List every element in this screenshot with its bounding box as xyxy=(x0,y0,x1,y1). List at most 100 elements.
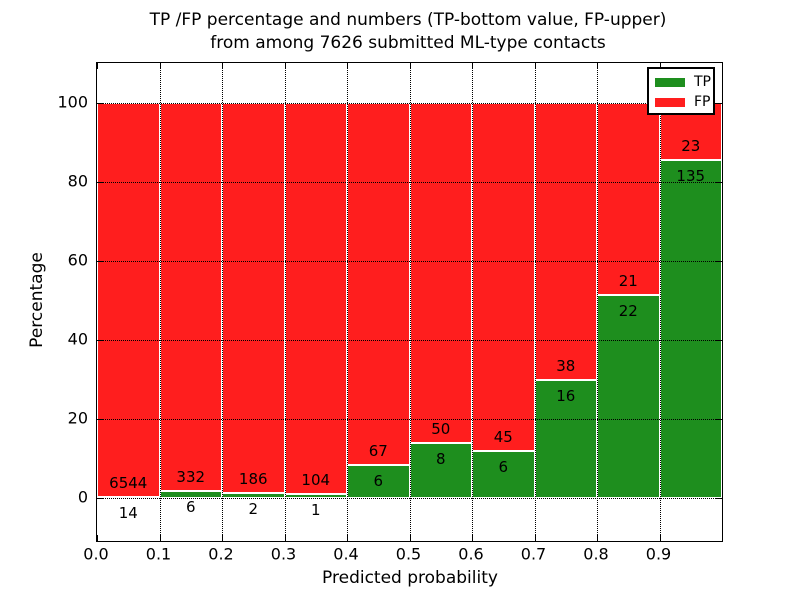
v-gridline xyxy=(409,63,411,541)
tp-count-label: 135 xyxy=(676,167,706,185)
bar-segment-tp xyxy=(534,380,597,498)
v-gridline xyxy=(284,63,286,541)
y-tick-label: 60 xyxy=(67,250,88,270)
tp-count-label: 22 xyxy=(618,302,638,321)
y-tick-left xyxy=(97,260,103,262)
tp-count-label: 6 xyxy=(185,497,196,516)
y-tick-left xyxy=(97,181,103,183)
y-tick-left xyxy=(97,102,103,104)
v-gridline xyxy=(597,63,598,541)
tp-count-label: 16 xyxy=(556,387,576,406)
x-tick-top xyxy=(159,63,161,69)
x-tick-label: 0.2 xyxy=(208,544,234,564)
x-axis-label: Predicted probability xyxy=(322,568,498,588)
y-tick-left xyxy=(97,418,103,420)
x-tick-label: 0.1 xyxy=(145,544,172,564)
y-tick-right xyxy=(716,260,722,262)
fp-count-label: 67 xyxy=(368,442,388,461)
x-tick-top xyxy=(97,63,98,69)
tp-count-label: 6 xyxy=(373,472,384,491)
v-gridline xyxy=(159,63,161,541)
v-gridline xyxy=(659,63,661,541)
bar-segment-fp xyxy=(97,102,160,497)
bar-segment-fp xyxy=(597,102,660,296)
x-tick-bottom xyxy=(534,535,536,541)
fp-count-label: 186 xyxy=(238,470,268,489)
fp-count-label: 21 xyxy=(618,272,638,291)
bar-segment-fp xyxy=(534,102,597,381)
y-tick-label: 80 xyxy=(67,171,88,190)
x-tick-bottom xyxy=(659,535,661,541)
v-gridline xyxy=(222,63,223,541)
y-tick-right xyxy=(716,181,722,183)
x-tick-top xyxy=(472,63,473,69)
x-tick-label: 0.7 xyxy=(520,544,547,564)
bar-segment-tp xyxy=(472,451,535,498)
bar-segment-tp xyxy=(159,490,222,498)
y-tick-right xyxy=(716,497,722,499)
x-tick-bottom xyxy=(347,535,348,541)
fp-count-label: 23 xyxy=(681,137,701,155)
x-tick-top xyxy=(659,63,661,69)
x-tick-bottom xyxy=(159,535,161,541)
legend-label-fp: FP xyxy=(694,94,711,110)
x-tick-bottom xyxy=(409,535,411,541)
x-tick-top xyxy=(597,63,598,69)
fp-count-label: 6544 xyxy=(109,473,148,492)
v-gridline xyxy=(534,63,536,541)
x-tick-top xyxy=(284,63,286,69)
x-tick-label: 0.0 xyxy=(83,544,109,564)
tp-count-label: 6 xyxy=(498,458,509,477)
bar-segment-tp xyxy=(597,295,660,498)
y-tick-right xyxy=(716,339,722,341)
fp-count-label: 332 xyxy=(176,467,206,486)
legend-label-tp: TP xyxy=(694,74,711,90)
x-tick-bottom xyxy=(597,535,598,541)
fp-count-label: 50 xyxy=(431,420,451,439)
x-tick-label: 0.5 xyxy=(395,544,422,564)
y-tick-right xyxy=(716,102,722,104)
x-tick-top xyxy=(347,63,348,69)
bar-segment-fp xyxy=(472,102,535,452)
fp-count-label: 104 xyxy=(301,470,331,489)
x-tick-label: 0.4 xyxy=(333,544,359,564)
x-tick-label: 0.3 xyxy=(270,544,297,564)
x-tick-bottom xyxy=(472,535,473,541)
legend-entry-fp: FP xyxy=(655,92,713,112)
x-tick-label: 0.6 xyxy=(458,544,484,564)
x-tick-bottom xyxy=(97,535,98,541)
legend-entry-tp: TP xyxy=(655,72,713,92)
chart-title-line2: from among 7626 submitted ML-type contac… xyxy=(210,33,606,53)
y-tick-label: 40 xyxy=(67,329,88,349)
x-tick-label: 0.9 xyxy=(645,544,672,564)
fp-swatch-icon xyxy=(655,97,685,107)
v-gridline xyxy=(472,63,473,541)
tp-count-label: 8 xyxy=(435,450,446,469)
y-tick-left xyxy=(97,339,103,341)
bar-segment-tp xyxy=(347,465,410,498)
y-tick-label: 20 xyxy=(67,408,88,428)
bar-segment-fp xyxy=(284,102,347,494)
y-tick-label: 0 xyxy=(77,487,88,507)
tp-swatch-icon xyxy=(655,77,685,87)
fp-count-label: 45 xyxy=(493,428,513,447)
plot-area: TP FP 6544 14 332 6 186 2 104 1 67 6 50 8 45 6 38 16 21 2… xyxy=(96,62,723,542)
bar-segment-tp xyxy=(659,160,722,498)
bar-segment-fp xyxy=(222,102,285,494)
fp-count-label: 38 xyxy=(556,357,576,376)
x-tick-bottom xyxy=(222,535,223,541)
x-tick-label: 0.8 xyxy=(583,544,609,564)
v-gridline xyxy=(347,63,348,541)
chart-title: TP /FP percentage and numbers (TP-bottom… xyxy=(8,9,800,55)
y-tick-label: 100 xyxy=(57,92,88,111)
tp-count-label: 2 xyxy=(248,500,259,519)
x-tick-top xyxy=(534,63,536,69)
y-tick-left xyxy=(97,497,103,499)
x-tick-top xyxy=(222,63,223,69)
y-axis-label: Percentage xyxy=(27,252,47,348)
bar-segment-fp xyxy=(409,102,472,444)
x-tick-bottom xyxy=(284,535,286,541)
tp-count-label: 14 xyxy=(118,503,138,522)
x-tick-top xyxy=(409,63,411,69)
